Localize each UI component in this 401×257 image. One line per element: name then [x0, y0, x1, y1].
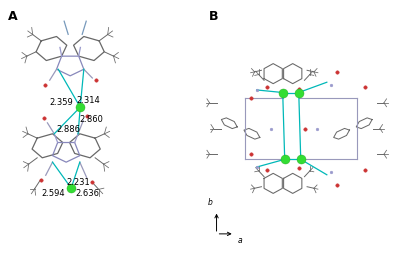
Text: 2.594: 2.594 [41, 189, 65, 198]
Text: A: A [8, 10, 18, 23]
Text: 2.886: 2.886 [57, 124, 81, 134]
Text: 2.314: 2.314 [76, 96, 100, 105]
Text: 2.860: 2.860 [79, 115, 103, 124]
Text: 2.231: 2.231 [66, 178, 90, 188]
Text: b: b [208, 198, 213, 207]
Text: 2.359: 2.359 [49, 97, 73, 107]
Text: a: a [237, 236, 242, 245]
Text: 2.636: 2.636 [75, 189, 99, 198]
Text: B: B [209, 10, 218, 23]
